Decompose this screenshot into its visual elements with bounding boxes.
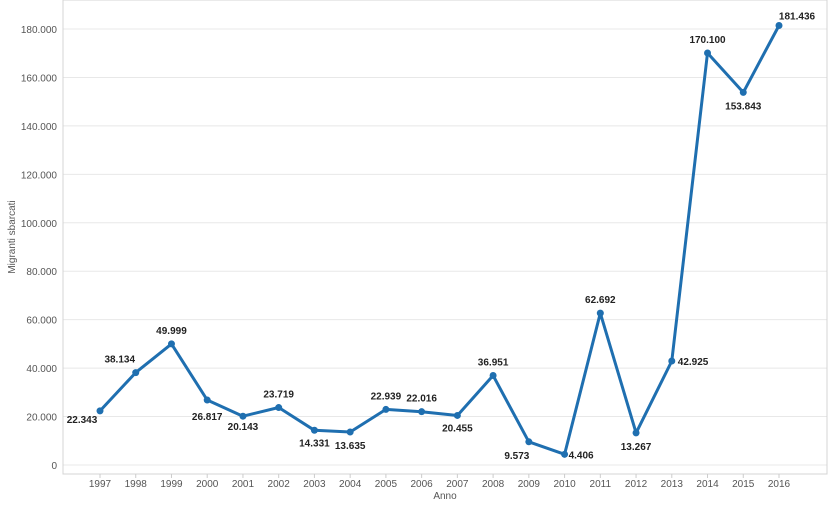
x-tick-label: 2005	[375, 479, 398, 490]
x-tick-label: 2003	[303, 479, 326, 490]
x-tick-label: 2011	[590, 479, 612, 490]
data-point	[382, 405, 390, 413]
data-label: 36.951	[478, 357, 509, 368]
data-label: 20.455	[442, 423, 473, 434]
data-point	[203, 396, 211, 404]
x-tick-label: 2012	[625, 479, 648, 490]
y-tick-label: 40.000	[26, 364, 57, 375]
y-tick-label: 80.000	[26, 267, 57, 278]
data-point	[668, 357, 676, 365]
data-point	[561, 450, 569, 458]
x-tick-label: 1997	[89, 479, 112, 490]
data-point	[632, 429, 640, 437]
y-tick-label: 180.000	[21, 25, 58, 36]
data-label: 62.692	[585, 295, 616, 306]
data-point	[453, 411, 461, 419]
data-point	[346, 428, 354, 436]
y-tick-label: 20.000	[26, 413, 57, 424]
data-point	[775, 22, 783, 30]
data-label: 14.331	[299, 438, 330, 449]
y-axis-title: Migranti sbarcati	[7, 200, 18, 273]
x-tick-label: 2010	[553, 479, 576, 490]
y-tick-label: 160.000	[21, 73, 58, 84]
data-point	[275, 404, 283, 412]
x-tick-label: 2006	[411, 479, 434, 490]
data-label: 170.100	[689, 35, 726, 46]
data-label: 22.343	[67, 415, 98, 426]
data-points	[96, 22, 783, 458]
data-label: 4.406	[569, 450, 594, 461]
data-label: 26.817	[192, 412, 223, 423]
x-tick-label: 2015	[732, 479, 755, 490]
data-point	[739, 88, 747, 96]
data-label: 153.843	[725, 101, 762, 112]
x-tick-label: 2016	[768, 479, 791, 490]
y-tick-label: 140.000	[21, 122, 58, 133]
y-tick-label: 100.000	[21, 219, 58, 230]
data-point	[525, 438, 533, 446]
data-label: 181.436	[779, 12, 816, 23]
data-label: 38.134	[104, 355, 135, 366]
x-tick-label: 2007	[446, 479, 469, 490]
x-tick-label: 2013	[661, 479, 684, 490]
x-tick-label: 1999	[160, 479, 183, 490]
series-line	[98, 24, 781, 456]
data-point	[704, 49, 712, 57]
y-tick-label: 120.000	[21, 170, 58, 181]
gridlines	[63, 28, 827, 466]
data-point	[310, 426, 318, 434]
data-label: 13.267	[621, 442, 652, 453]
x-tick-label: 1998	[125, 479, 148, 490]
y-tick-label: 0	[51, 461, 57, 472]
x-tick-label: 2002	[268, 479, 291, 490]
data-point	[167, 340, 175, 348]
data-label: 23.719	[263, 390, 294, 401]
data-label: 20.143	[228, 422, 259, 433]
x-tick-label: 2009	[518, 479, 541, 490]
x-tick-label: 2004	[339, 479, 362, 490]
data-label: 22.939	[371, 391, 402, 402]
y-axis-ticks: 0 20.000 40.000 60.000 80.000 100.000 120.000 1…	[21, 25, 58, 472]
data-point	[596, 309, 604, 317]
x-axis-title: Anno	[433, 491, 457, 502]
plot-frame	[62, 0, 828, 475]
x-tick-label: 2001	[232, 479, 255, 490]
x-tick-label: 2014	[696, 479, 719, 490]
data-point	[239, 412, 247, 420]
data-point	[96, 407, 104, 415]
data-point	[489, 371, 497, 379]
data-point	[132, 369, 140, 377]
data-labels: 22.343 38.134 49.999 26.817 20.143 23.719 14.3…	[67, 12, 816, 462]
data-label: 13.635	[335, 441, 366, 452]
x-axis-ticks: 1997 1998 1999 2000 2001 2002 2003 2004 2005 2006…	[89, 474, 791, 490]
data-point	[418, 408, 426, 416]
data-label: 9.573	[504, 451, 529, 462]
x-tick-label: 2008	[482, 479, 505, 490]
data-label: 42.925	[678, 357, 709, 368]
y-tick-label: 60.000	[26, 316, 57, 327]
data-label: 49.999	[156, 326, 187, 337]
data-label: 22.016	[406, 394, 437, 405]
x-tick-label: 2000	[196, 479, 219, 490]
